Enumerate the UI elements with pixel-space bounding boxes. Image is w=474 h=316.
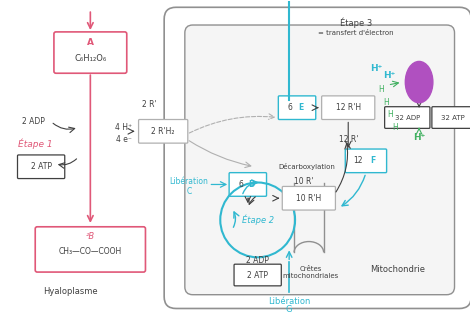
Text: Étape 2: Étape 2 bbox=[242, 215, 273, 225]
Text: H⁺: H⁺ bbox=[370, 64, 382, 73]
Text: Hyaloplasme: Hyaloplasme bbox=[43, 287, 98, 296]
Text: CH₃—CO—COOH: CH₃—CO—COOH bbox=[59, 247, 122, 256]
Text: 6: 6 bbox=[288, 103, 292, 112]
Text: 2 ADP: 2 ADP bbox=[22, 117, 45, 126]
Text: H⁺: H⁺ bbox=[383, 71, 396, 80]
Text: A: A bbox=[87, 38, 94, 47]
Text: 12 R'H: 12 R'H bbox=[336, 103, 361, 112]
Text: F: F bbox=[370, 156, 375, 165]
Text: Décarboxylation: Décarboxylation bbox=[278, 163, 335, 170]
Text: 32 ADP: 32 ADP bbox=[395, 114, 420, 120]
FancyBboxPatch shape bbox=[18, 155, 65, 179]
FancyBboxPatch shape bbox=[432, 107, 473, 128]
FancyBboxPatch shape bbox=[164, 7, 471, 308]
Text: C: C bbox=[186, 187, 191, 196]
FancyBboxPatch shape bbox=[138, 119, 188, 143]
FancyBboxPatch shape bbox=[322, 96, 375, 119]
Text: C₆H₁₂O₆: C₆H₁₂O₆ bbox=[74, 54, 107, 63]
Text: 12: 12 bbox=[353, 156, 363, 165]
FancyBboxPatch shape bbox=[345, 149, 387, 173]
Text: H: H bbox=[378, 85, 383, 94]
Text: G: G bbox=[286, 305, 292, 314]
Text: 10 R': 10 R' bbox=[294, 177, 314, 186]
Text: 4 H⁺: 4 H⁺ bbox=[115, 123, 132, 132]
Text: Étape 1: Étape 1 bbox=[18, 139, 53, 149]
Text: 2 R': 2 R' bbox=[142, 100, 157, 109]
Text: Crêtes
mitochondriales: Crêtes mitochondriales bbox=[283, 265, 339, 279]
FancyBboxPatch shape bbox=[54, 32, 127, 73]
Text: 32 ATP: 32 ATP bbox=[441, 114, 465, 120]
Text: 4 e⁻: 4 e⁻ bbox=[116, 135, 132, 144]
Text: 2 R'H₂: 2 R'H₂ bbox=[151, 127, 175, 136]
FancyBboxPatch shape bbox=[185, 25, 455, 295]
Text: Étape 3: Étape 3 bbox=[340, 18, 372, 28]
FancyBboxPatch shape bbox=[234, 264, 281, 286]
FancyBboxPatch shape bbox=[283, 186, 336, 210]
Text: 2 ADP: 2 ADP bbox=[246, 256, 269, 265]
FancyBboxPatch shape bbox=[384, 107, 430, 128]
Text: H: H bbox=[383, 98, 389, 107]
Text: ²B: ²B bbox=[86, 232, 95, 241]
Text: E: E bbox=[298, 103, 304, 112]
Text: 10 R'H: 10 R'H bbox=[296, 194, 321, 203]
Text: ATP
synthase: ATP synthase bbox=[405, 73, 433, 83]
Text: Libération: Libération bbox=[169, 177, 208, 186]
Ellipse shape bbox=[405, 61, 433, 103]
FancyBboxPatch shape bbox=[229, 173, 266, 196]
Text: H: H bbox=[392, 123, 398, 132]
Text: Libération: Libération bbox=[268, 297, 310, 306]
Text: H⁺: H⁺ bbox=[413, 133, 425, 142]
Text: D: D bbox=[248, 180, 255, 189]
Text: = transfert d'électron: = transfert d'électron bbox=[318, 30, 394, 36]
Text: 2 ATP: 2 ATP bbox=[247, 270, 268, 280]
Text: 12 R': 12 R' bbox=[338, 135, 358, 144]
Text: 6: 6 bbox=[238, 180, 243, 189]
FancyBboxPatch shape bbox=[278, 96, 316, 119]
Text: 2 ATP: 2 ATP bbox=[31, 162, 52, 171]
FancyBboxPatch shape bbox=[35, 227, 146, 272]
Text: Mitochondrie: Mitochondrie bbox=[370, 264, 425, 274]
Text: H: H bbox=[388, 110, 393, 119]
